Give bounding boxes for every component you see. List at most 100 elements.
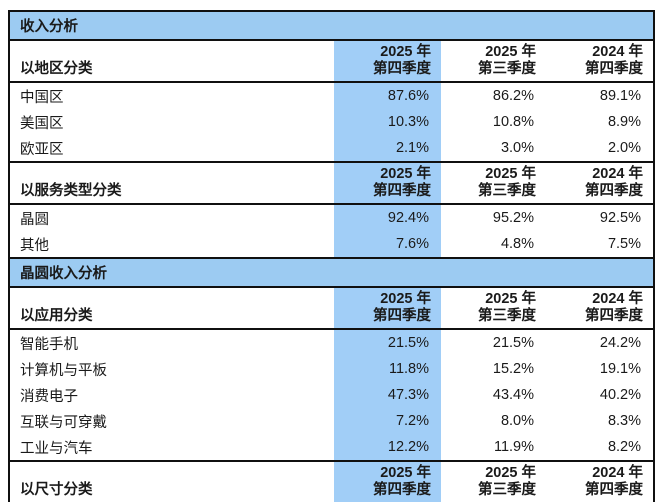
value-2024q4: 19.1% — [599, 361, 641, 377]
value-2025q4: 7.2% — [334, 408, 441, 434]
row-label: 其他 — [20, 237, 49, 254]
category-header-row: 以尺寸分类 2025 年 第四季度 2025 年 第三季度 2024 年 第四季… — [9, 460, 654, 502]
data-row: 计算机与平板 11.8% 15.2% 19.1% — [9, 356, 654, 382]
data-row: 互联与可穿戴 7.2% 8.0% 8.3% — [9, 408, 654, 434]
col-header-line: 2025 年 — [485, 166, 536, 182]
value-2025q3: 4.8% — [500, 236, 534, 252]
col-header-line: 2025 年 — [380, 166, 431, 182]
data-row: 工业与汽车 12.2% 11.9% 8.2% — [9, 434, 654, 461]
row-label: 智能手机 — [20, 336, 78, 353]
col-header-line: 2025 年 — [380, 465, 431, 481]
value-2024q4: 40.2% — [599, 387, 641, 403]
value-2025q4: 47.3% — [334, 382, 441, 408]
row-label: 工业与汽车 — [20, 440, 93, 457]
col-header-line: 第三季度 — [478, 61, 536, 77]
col-header-line: 第四季度 — [585, 482, 643, 498]
category-header-row: 以应用分类 2025 年 第四季度 2025 年 第三季度 2024 年 第四季… — [9, 286, 654, 330]
row-label: 互联与可穿戴 — [20, 414, 107, 431]
col-header-line: 第四季度 — [373, 61, 431, 77]
value-2024q4: 24.2% — [599, 335, 641, 351]
col-header-line: 第四季度 — [585, 183, 643, 199]
col-header-line: 2025 年 — [485, 291, 536, 307]
col-header-line: 2024 年 — [592, 44, 643, 60]
col-header-2025q3: 2025 年 第三季度 — [441, 39, 546, 83]
category-label: 以应用分类 — [9, 286, 334, 330]
value-2024q4: 92.5% — [599, 210, 641, 226]
section-header-row: 晶圆收入分析 — [9, 257, 654, 288]
value-2025q3: 95.2% — [492, 210, 534, 226]
section-title: 晶圆收入分析 — [9, 257, 654, 288]
row-label: 美国区 — [20, 115, 64, 132]
col-header-line: 第三季度 — [478, 308, 536, 324]
col-header-line: 2024 年 — [592, 166, 643, 182]
data-row: 欧亚区 2.1% 3.0% 2.0% — [9, 135, 654, 162]
col-header-line: 第三季度 — [478, 482, 536, 498]
data-row: 中国区 87.6% 86.2% 89.1% — [9, 82, 654, 109]
revenue-analysis-table: 收入分析 以地区分类 2025 年 第四季度 2025 年 第三季度 2024 … — [8, 10, 655, 502]
col-header-line: 2025 年 — [485, 44, 536, 60]
data-row: 消费电子 47.3% 43.4% 40.2% — [9, 382, 654, 408]
value-2025q4: 12.2% — [334, 434, 441, 461]
value-2025q3: 21.5% — [492, 335, 534, 351]
col-header-line: 第四季度 — [585, 61, 643, 77]
category-header-row: 以服务类型分类 2025 年 第四季度 2025 年 第三季度 2024 年 第… — [9, 161, 654, 205]
section-title: 收入分析 — [9, 10, 654, 41]
col-header-line: 第四季度 — [373, 308, 431, 324]
section-header-row: 收入分析 — [9, 10, 654, 41]
value-2025q4: 92.4% — [334, 204, 441, 231]
data-row: 晶圆 92.4% 95.2% 92.5% — [9, 204, 654, 231]
value-2024q4: 2.0% — [607, 140, 641, 156]
value-2024q4: 89.1% — [599, 88, 641, 104]
col-header-2025q4: 2025 年 第四季度 — [334, 286, 441, 330]
col-header-line: 2024 年 — [592, 465, 643, 481]
row-label: 中国区 — [20, 89, 64, 106]
row-label: 计算机与平板 — [20, 362, 107, 379]
category-label: 以地区分类 — [9, 39, 334, 83]
row-label: 消费电子 — [20, 388, 78, 405]
col-header-2025q4: 2025 年 第四季度 — [334, 161, 441, 205]
value-2024q4: 8.3% — [607, 413, 641, 429]
value-2025q3: 43.4% — [492, 387, 534, 403]
category-label: 以尺寸分类 — [9, 460, 334, 502]
col-header-2025q4: 2025 年 第四季度 — [334, 39, 441, 83]
col-header-line: 第四季度 — [373, 183, 431, 199]
col-header-line: 第四季度 — [373, 482, 431, 498]
col-header-2025q4: 2025 年 第四季度 — [334, 460, 441, 502]
col-header-2024q4: 2024 年 第四季度 — [546, 286, 654, 330]
row-label: 欧亚区 — [20, 141, 64, 158]
value-2025q3: 86.2% — [492, 88, 534, 104]
col-header-line: 2024 年 — [592, 291, 643, 307]
value-2025q3: 10.8% — [492, 114, 534, 130]
value-2025q4: 21.5% — [334, 329, 441, 356]
value-2024q4: 7.5% — [607, 236, 641, 252]
col-header-line: 2025 年 — [380, 291, 431, 307]
data-row: 美国区 10.3% 10.8% 8.9% — [9, 109, 654, 135]
value-2025q3: 15.2% — [492, 361, 534, 377]
row-label: 晶圆 — [20, 211, 49, 228]
value-2025q4: 10.3% — [334, 109, 441, 135]
value-2024q4: 8.9% — [607, 114, 641, 130]
col-header-2025q3: 2025 年 第三季度 — [441, 161, 546, 205]
col-header-2024q4: 2024 年 第四季度 — [546, 460, 654, 502]
col-header-2025q3: 2025 年 第三季度 — [441, 286, 546, 330]
value-2025q4: 87.6% — [334, 82, 441, 109]
col-header-line: 2025 年 — [485, 465, 536, 481]
value-2025q4: 7.6% — [334, 231, 441, 258]
col-header-2025q3: 2025 年 第三季度 — [441, 460, 546, 502]
value-2025q3: 8.0% — [500, 413, 534, 429]
value-2025q3: 3.0% — [500, 140, 534, 156]
value-2025q4: 11.8% — [334, 356, 441, 382]
col-header-line: 2025 年 — [380, 44, 431, 60]
col-header-2024q4: 2024 年 第四季度 — [546, 161, 654, 205]
col-header-2024q4: 2024 年 第四季度 — [546, 39, 654, 83]
category-header-row: 以地区分类 2025 年 第四季度 2025 年 第三季度 2024 年 第四季… — [9, 39, 654, 83]
value-2024q4: 8.2% — [607, 439, 641, 455]
category-label: 以服务类型分类 — [9, 161, 334, 205]
value-2025q4: 2.1% — [334, 135, 441, 162]
data-row: 智能手机 21.5% 21.5% 24.2% — [9, 329, 654, 356]
col-header-line: 第四季度 — [585, 308, 643, 324]
data-row: 其他 7.6% 4.8% 7.5% — [9, 231, 654, 258]
value-2025q3: 11.9% — [493, 439, 534, 455]
col-header-line: 第三季度 — [478, 183, 536, 199]
